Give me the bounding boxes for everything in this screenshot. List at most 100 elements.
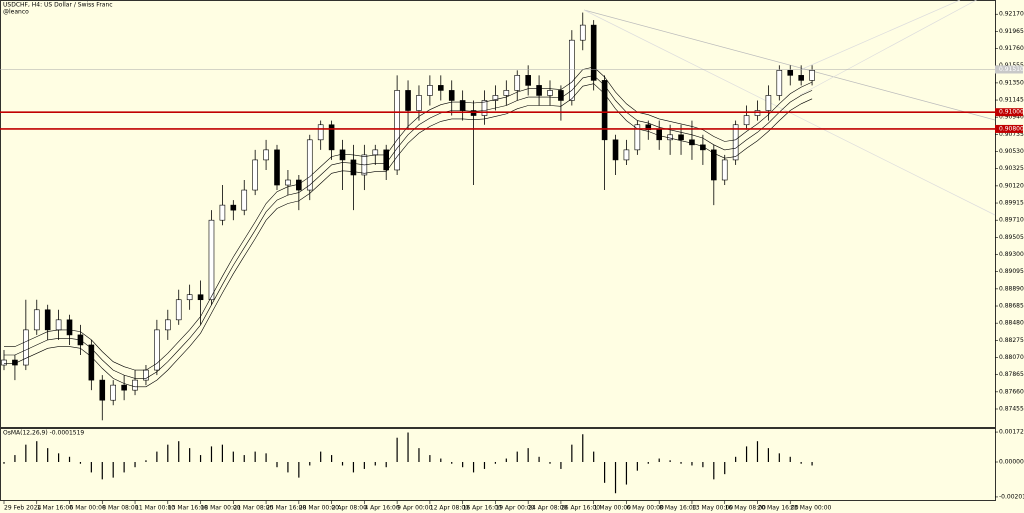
candle-body (601, 80, 608, 141)
price-label: 0.91510 (999, 66, 1024, 73)
y-tick-label: 0.91350 (999, 79, 1024, 86)
candle-body (33, 309, 40, 331)
x-tick-label: 13 May 00:00 (692, 505, 733, 512)
osma-frame (0, 428, 996, 501)
candle-body (175, 299, 182, 321)
candle-body (219, 204, 226, 221)
y-tick-label: 0.88070 (999, 354, 1024, 361)
candle-body (66, 319, 73, 336)
candle-body (754, 110, 761, 116)
candle-body (274, 149, 280, 186)
candle-body (569, 39, 575, 101)
level-label: 0.90800 (999, 125, 1024, 132)
y-tick-label: 0.89710 (999, 217, 1024, 224)
y-tick-label: 0.90940 (999, 114, 1024, 121)
y-tick-label: 0.91965 (999, 28, 1024, 35)
y-tick-label: 0.87660 (999, 388, 1024, 395)
x-tick-label: 20 May 16:00 (757, 505, 798, 512)
candle-body (1, 359, 7, 366)
x-tick-label: 13 Mar 16:00 (168, 505, 208, 512)
candle-body (700, 144, 706, 151)
x-tick-label: 18 Mar 00:00 (201, 505, 241, 512)
x-tick-label: 9 Apr 00:00 (397, 505, 432, 512)
candle-body (612, 139, 619, 161)
moving-average (4, 83, 813, 388)
candle-body (448, 90, 455, 101)
candle-body (667, 134, 673, 141)
x-tick-label: 26 Apr 16:00 (561, 505, 600, 512)
candle-body (743, 115, 750, 126)
trend-line (799, 0, 961, 71)
candle-body (623, 149, 630, 161)
candle-body (492, 95, 499, 101)
candle-body (678, 134, 684, 141)
y-tick-label: 0.88685 (999, 303, 1024, 310)
x-tick-label: 24 Apr 08:00 (528, 505, 567, 512)
y-tick-label: 0.89095 (999, 268, 1024, 275)
candle-body (99, 379, 106, 401)
x-tick-label: 4 Apr 16:00 (364, 505, 399, 512)
x-tick-label: 11 Mar 00:00 (135, 505, 175, 512)
candle-body (547, 90, 553, 96)
candle-body (350, 159, 357, 176)
candle-body (405, 90, 411, 111)
y-tick-label: 0.91760 (999, 45, 1024, 52)
y-tick-label: 0.88480 (999, 320, 1024, 327)
moving-average (4, 75, 813, 379)
candle-body (481, 100, 488, 116)
candle-body (296, 179, 302, 191)
x-tick-label: 6 May 00:00 (626, 505, 664, 512)
candle-body (328, 124, 335, 151)
level-label: 0.91000 (999, 109, 1024, 116)
candle-body (230, 204, 237, 211)
candle-body (721, 159, 728, 181)
y-tick-label: 0.0017255 (999, 429, 1024, 436)
y-tick-label: 0.89915 (999, 200, 1024, 207)
candle-body (634, 124, 641, 151)
x-tick-label: 16 May 08:00 (725, 505, 766, 512)
candle-body (44, 309, 51, 331)
x-tick-label: 25 Mar 16:00 (266, 505, 306, 512)
chart-title: USDCHF, H4: US Dollar / Swiss Franc (3, 2, 113, 9)
candle-body (558, 90, 564, 101)
main-frame (0, 0, 996, 428)
chart-subtitle: @leanco (3, 9, 29, 16)
x-tick-label: 8 Mar 08:00 (102, 505, 138, 512)
x-tick-label: 8 May 16:00 (659, 505, 697, 512)
y-tick-label: 0.91145 (999, 97, 1024, 104)
candle-body (132, 379, 138, 391)
y-tick-label: 0.87455 (999, 405, 1024, 412)
candle-body (263, 149, 269, 161)
candle-body (339, 149, 346, 161)
candle-body (765, 95, 772, 111)
candle-body (55, 319, 62, 331)
candle-body (306, 139, 313, 191)
x-tick-label: 16 Apr 16:00 (463, 505, 502, 512)
candle-body (154, 329, 160, 371)
candle-body (437, 85, 444, 91)
candle-body (208, 219, 215, 301)
x-tick-label: 6 Mar 00:00 (70, 505, 106, 512)
level-label-box (995, 108, 1023, 117)
y-tick-label: 0.90325 (999, 165, 1024, 172)
price-label-box (995, 65, 1023, 74)
y-tick-label: 0.90530 (999, 148, 1024, 155)
candle-body (710, 149, 717, 181)
candle-body (579, 24, 586, 41)
x-tick-label: 23 May 00:00 (790, 505, 831, 512)
candle-body (525, 75, 531, 86)
y-tick-label: 0.87865 (999, 371, 1024, 378)
candle-body (241, 189, 248, 211)
osma-title: OsMA(12,26,9) -0.0001519 (3, 430, 84, 437)
x-tick-label: 21 Mar 08:00 (233, 505, 273, 512)
x-tick-label: 1 Mar 16:00 (37, 505, 73, 512)
x-tick-label: 28 Mar 00:00 (299, 505, 339, 512)
y-tick-label: 0.90735 (999, 131, 1024, 138)
candle-body (372, 149, 379, 156)
candle-body (536, 85, 542, 96)
x-tick-label: 2 Apr 08:00 (332, 505, 367, 512)
candle-body (798, 75, 804, 81)
candle-body (809, 70, 815, 81)
